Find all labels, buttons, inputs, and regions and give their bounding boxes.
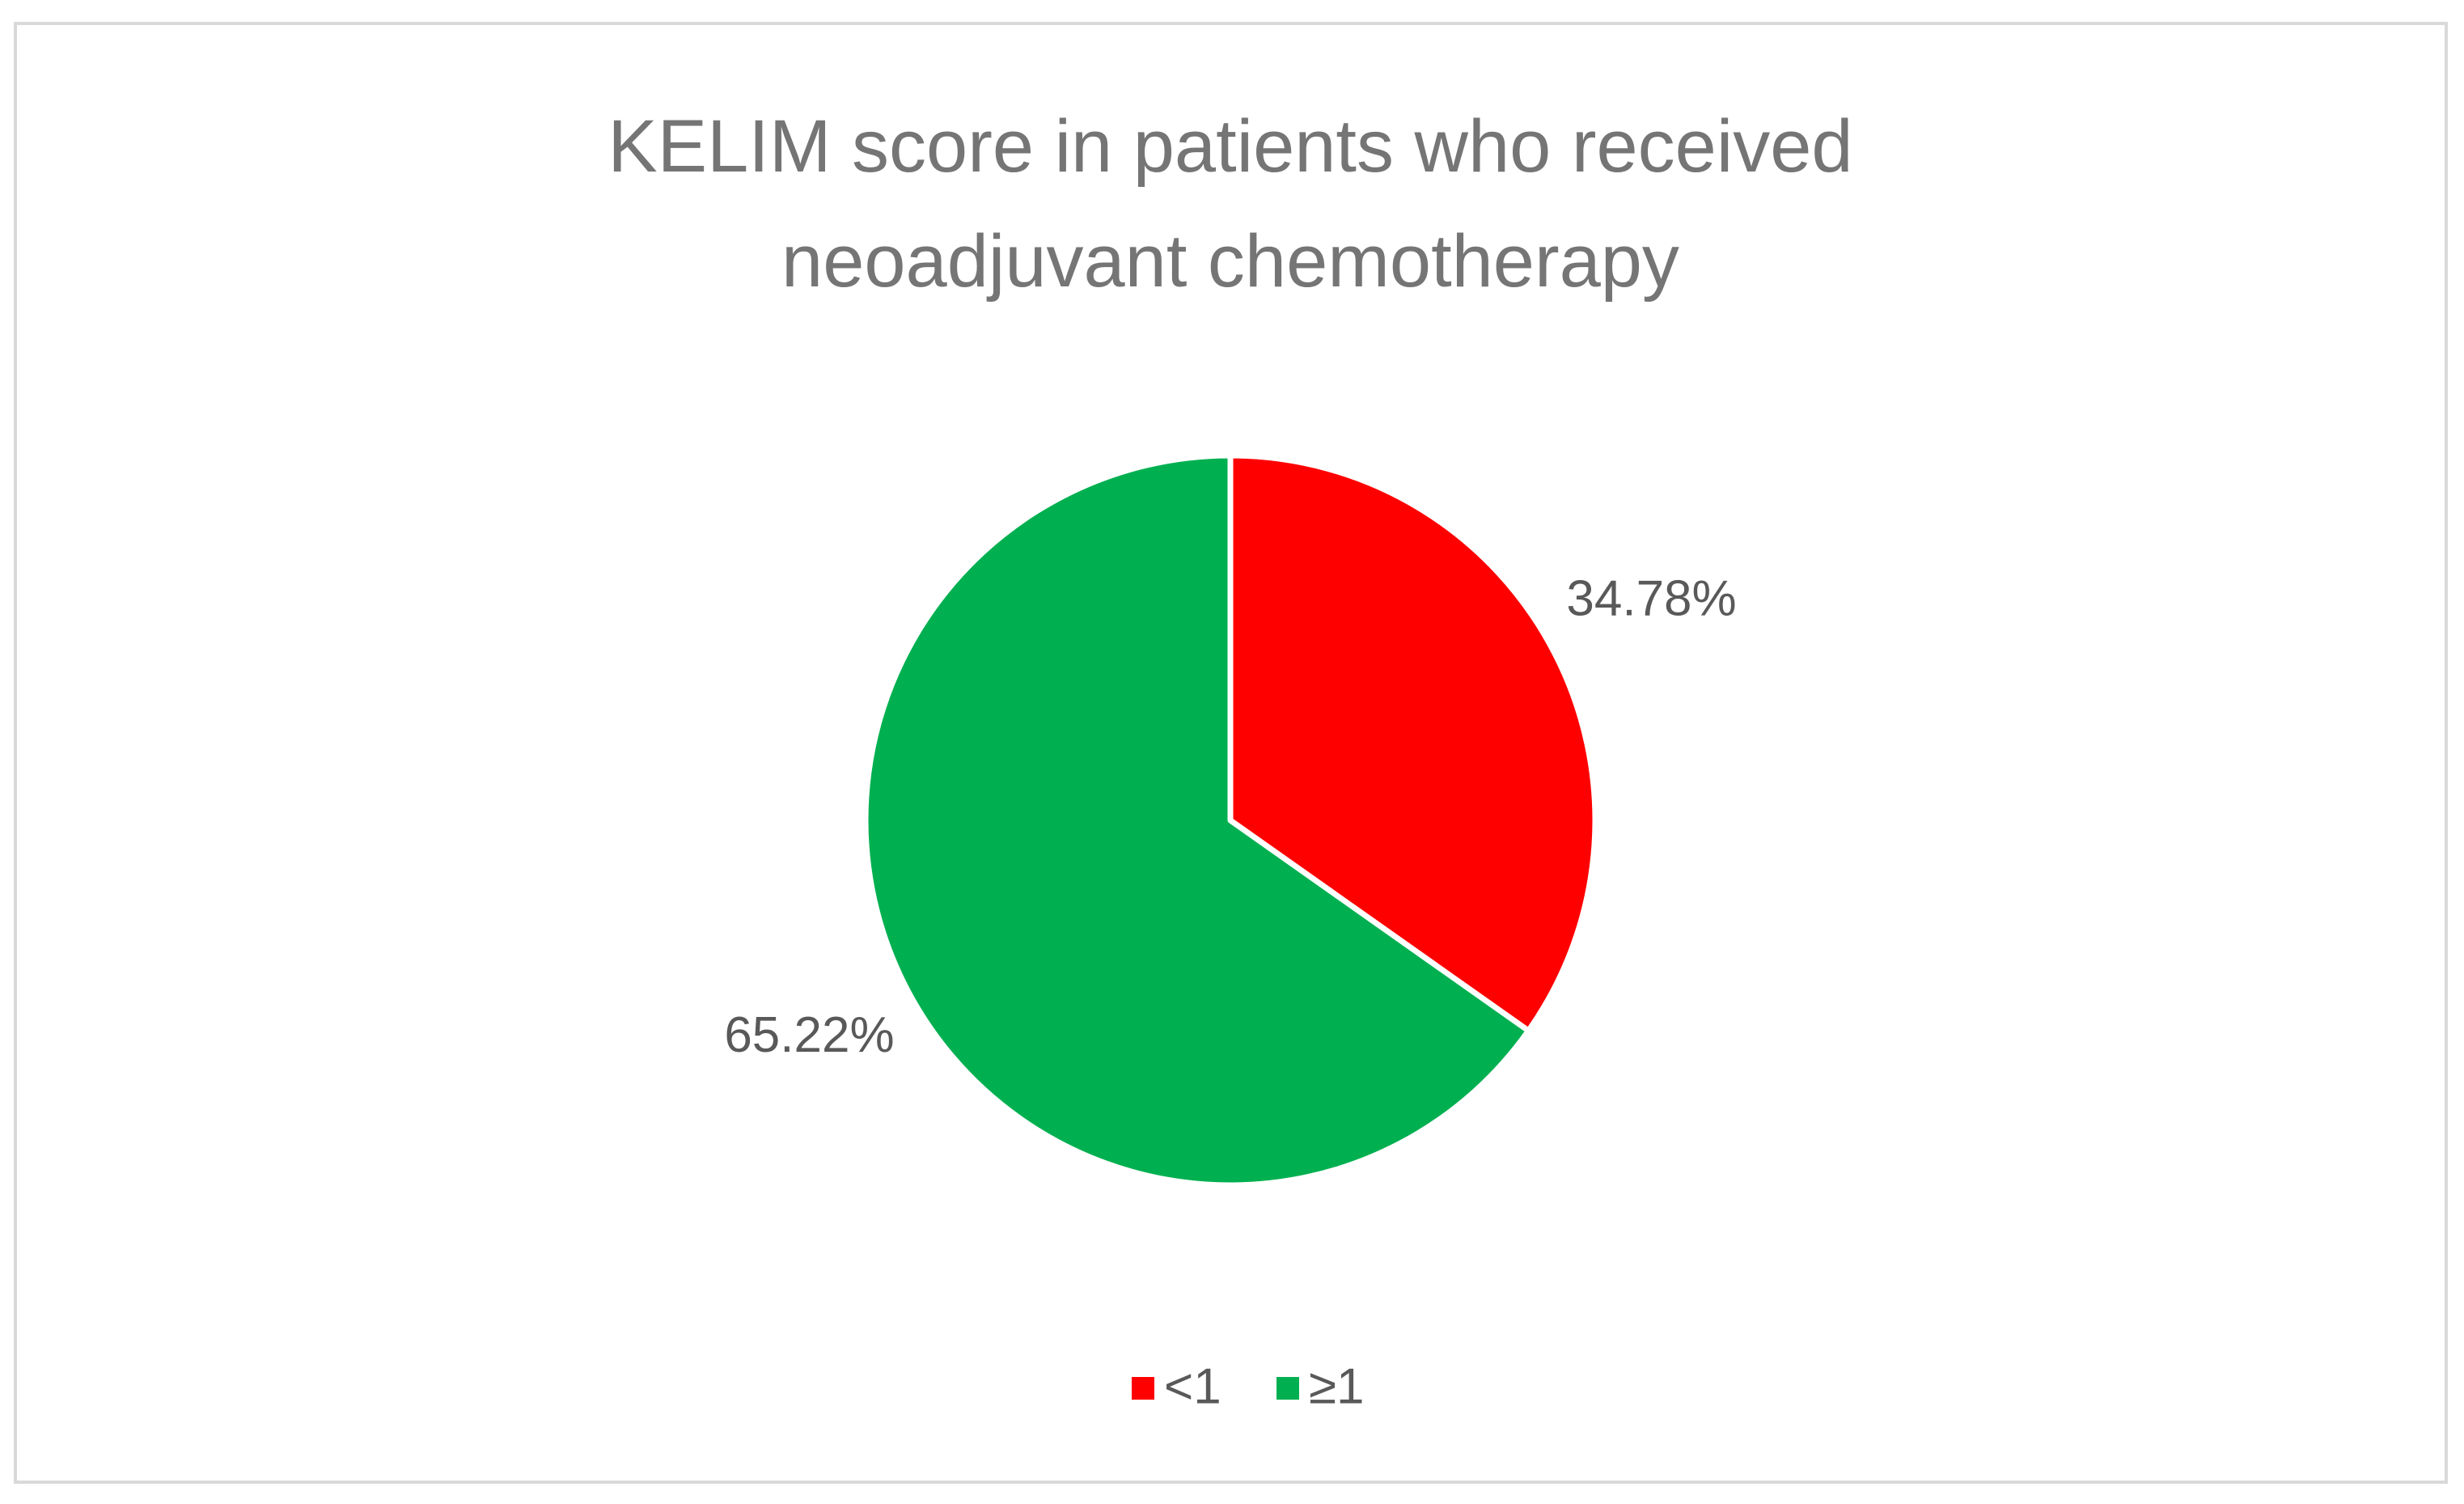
legend-swatch [1276, 1377, 1299, 1400]
legend-label: ≥1 [1309, 1358, 1365, 1414]
data-label: 65.22% [724, 1007, 894, 1063]
pie-slice [1227, 452, 1598, 1034]
chart-title: KELIM score in patients who received neo… [608, 105, 1853, 303]
data-label: 34.78% [1566, 571, 1736, 627]
pie-slice [862, 452, 1531, 1188]
legend-swatch [1132, 1377, 1154, 1400]
legend-label: <1 [1164, 1358, 1221, 1414]
